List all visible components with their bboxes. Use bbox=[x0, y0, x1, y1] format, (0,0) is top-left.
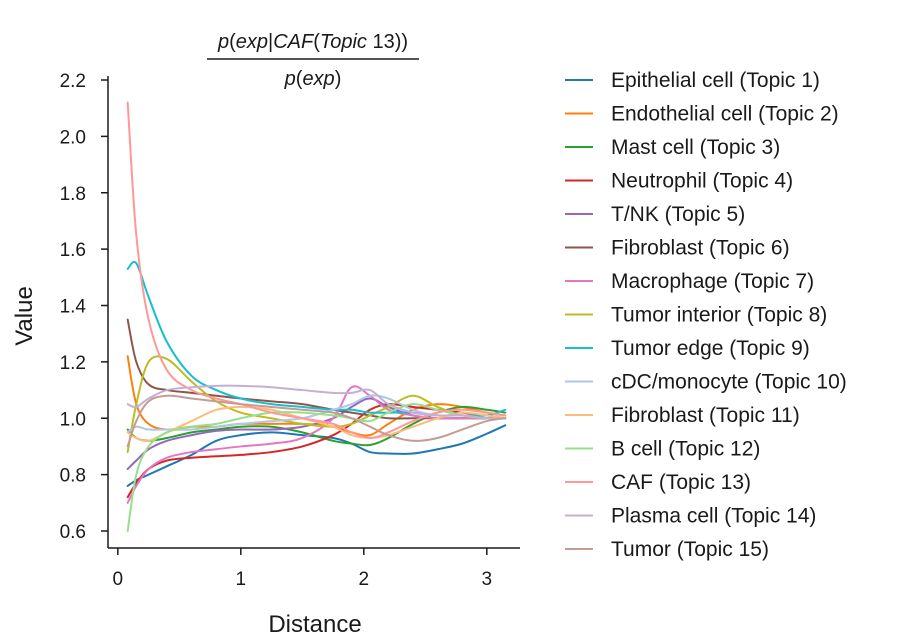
series-line-14 bbox=[126, 384, 507, 420]
legend-item: B cell (Topic 12) bbox=[565, 438, 760, 461]
x-tick-label: 1 bbox=[236, 569, 247, 590]
series-line-15 bbox=[126, 394, 507, 448]
series-line-13 bbox=[126, 101, 507, 439]
legend-item: Epithelial cell (Topic 1) bbox=[565, 69, 820, 92]
legend-label: Tumor (Topic 15) bbox=[611, 538, 769, 561]
title-part: ) bbox=[335, 68, 342, 90]
legend-label: Fibroblast (Topic 6) bbox=[611, 237, 790, 260]
legend-label: Epithelial cell (Topic 1) bbox=[611, 69, 820, 92]
chart-title: p(exp|CAF(Topic 13)) p(exp) bbox=[207, 31, 419, 90]
title-part: p bbox=[284, 68, 296, 90]
legend-label: Tumor edge (Topic 9) bbox=[611, 337, 810, 360]
title-part: exp bbox=[236, 31, 268, 53]
legend-label: Endothelial cell (Topic 2) bbox=[611, 103, 839, 126]
legend-label: Neutrophil (Topic 4) bbox=[611, 170, 793, 193]
legend-item: Tumor edge (Topic 9) bbox=[565, 337, 810, 360]
legend-label: Mast cell (Topic 3) bbox=[611, 136, 780, 159]
legend-label: Plasma cell (Topic 14) bbox=[611, 505, 816, 528]
legend-item: Mast cell (Topic 3) bbox=[565, 136, 780, 159]
series-lines bbox=[126, 101, 507, 532]
title-part: ( bbox=[296, 68, 303, 90]
title-part: ( bbox=[229, 31, 236, 53]
title-denominator: p(exp) bbox=[284, 68, 342, 90]
title-part: exp bbox=[302, 68, 334, 90]
y-tick-label: 0.8 bbox=[60, 466, 86, 487]
legend-item: Fibroblast (Topic 11) bbox=[565, 404, 800, 427]
x-tick-label: 0 bbox=[113, 569, 124, 590]
series-line-12 bbox=[126, 403, 507, 532]
y-axis-title: Value bbox=[11, 286, 38, 346]
title-part: ( bbox=[313, 31, 320, 53]
title-part: | bbox=[268, 31, 273, 53]
y-tick-label: 2.2 bbox=[60, 71, 86, 92]
legend-label: Tumor interior (Topic 8) bbox=[611, 304, 827, 327]
legend-item: Neutrophil (Topic 4) bbox=[565, 170, 793, 193]
y-tick-label: 1.0 bbox=[60, 409, 86, 430]
y-ticks: 0.6 0.8 1.0 1.2 1.4 1.6 1.8 2.0 2.2 bbox=[60, 71, 108, 543]
legend-item: Fibroblast (Topic 6) bbox=[565, 237, 790, 260]
x-tick-label: 3 bbox=[482, 569, 493, 590]
legend-item: cDC/monocyte (Topic 10) bbox=[565, 371, 847, 394]
x-ticks: 0 1 2 3 bbox=[113, 548, 493, 590]
y-tick-label: 1.6 bbox=[60, 240, 86, 261]
legend-item: Macrophage (Topic 7) bbox=[565, 270, 814, 293]
title-part: p bbox=[217, 31, 229, 53]
y-tick-label: 0.6 bbox=[60, 522, 86, 543]
series-line-8 bbox=[126, 355, 507, 454]
legend-label: cDC/monocyte (Topic 10) bbox=[611, 371, 847, 394]
title-numerator: p(exp|CAF(Topic 13)) bbox=[217, 31, 408, 53]
legend-label: T/NK (Topic 5) bbox=[611, 203, 745, 226]
legend-label: B cell (Topic 12) bbox=[611, 438, 760, 461]
title-part: Topic bbox=[320, 31, 367, 53]
legend-item: Endothelial cell (Topic 2) bbox=[565, 103, 839, 126]
y-tick-label: 1.2 bbox=[60, 353, 86, 374]
title-part: 13)) bbox=[367, 31, 408, 53]
title-part: CAF bbox=[273, 31, 315, 53]
legend-item: Tumor (Topic 15) bbox=[565, 538, 769, 561]
legend: Epithelial cell (Topic 1) Endothelial cel… bbox=[565, 69, 847, 561]
legend-item: T/NK (Topic 5) bbox=[565, 203, 745, 226]
y-tick-label: 1.4 bbox=[60, 297, 87, 318]
legend-label: Macrophage (Topic 7) bbox=[611, 270, 814, 293]
legend-label: Fibroblast (Topic 11) bbox=[611, 404, 800, 427]
y-tick-label: 1.8 bbox=[60, 184, 86, 205]
axes: 0.6 0.8 1.0 1.2 1.4 1.6 1.8 2.0 2.2 0 1 2 3 bbox=[60, 71, 520, 590]
legend-item: CAF (Topic 13) bbox=[565, 471, 751, 494]
legend-item: Plasma cell (Topic 14) bbox=[565, 505, 816, 528]
legend-item: Tumor interior (Topic 8) bbox=[565, 304, 827, 327]
y-tick-label: 2.0 bbox=[60, 127, 86, 148]
legend-label: CAF (Topic 13) bbox=[611, 471, 751, 494]
x-tick-label: 2 bbox=[359, 569, 370, 590]
x-axis-title: Distance bbox=[268, 611, 361, 638]
